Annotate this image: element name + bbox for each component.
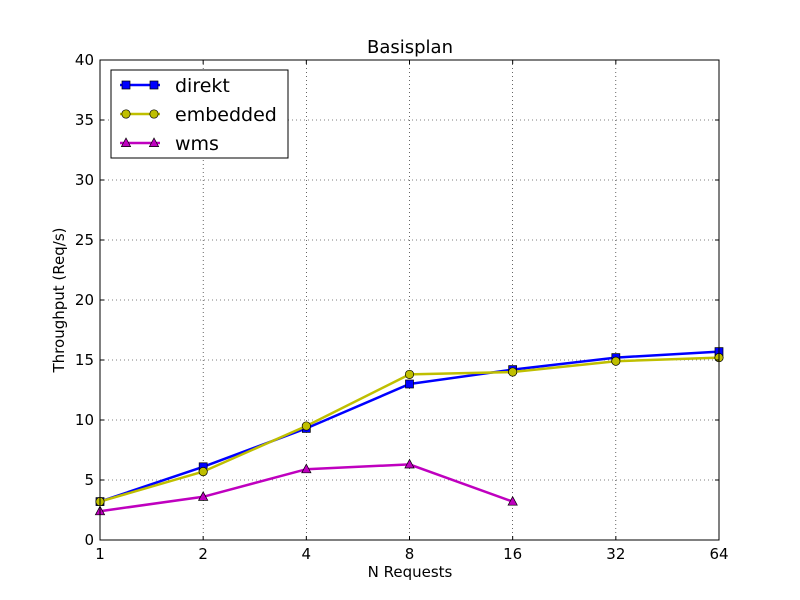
x-axis-label: N Requests	[368, 563, 453, 581]
data-point-embedded	[301, 421, 311, 431]
legend-label: direkt	[175, 75, 230, 97]
legend-entry-direkt: direkt	[120, 75, 230, 97]
legend-marker	[121, 80, 131, 90]
y-tick-label: 10	[75, 411, 94, 429]
data-point-wms	[197, 491, 209, 501]
legend-entry-wms: wms	[120, 133, 219, 155]
data-point-embedded	[404, 369, 415, 379]
x-tick-label: 16	[503, 545, 522, 563]
x-tick-label: 4	[302, 545, 312, 563]
x-tick-label: 1	[95, 545, 105, 563]
data-point-embedded	[508, 367, 518, 377]
y-axis-label: Throughput (Req/s)	[50, 228, 68, 374]
y-tick-label: 15	[75, 351, 94, 369]
chart-title: Basisplan	[367, 37, 453, 58]
data-point-wms	[507, 495, 518, 506]
data-point-direkt	[405, 379, 414, 389]
axis-ticks: 1 2 4 8 16 32 64 0 5 10 15 20 25 30 35 40	[75, 51, 729, 563]
y-tick-label: 0	[84, 531, 94, 549]
legend-marker	[121, 109, 131, 119]
legend-marker	[149, 80, 159, 90]
series-group	[94, 347, 724, 516]
data-point-embedded	[611, 356, 621, 366]
y-tick-label: 20	[75, 291, 94, 309]
x-tick-label: 8	[405, 545, 415, 563]
legend-marker	[148, 137, 160, 147]
y-tick-label: 30	[75, 171, 94, 189]
series-wms	[94, 458, 518, 516]
legend-entry-embedded: embedded	[120, 104, 277, 126]
legend-label: embedded	[175, 104, 277, 126]
y-tick-label: 35	[75, 111, 94, 129]
legend-marker	[149, 109, 159, 119]
x-tick-label: 64	[709, 545, 728, 563]
y-tick-label: 25	[75, 231, 94, 249]
x-tick-label: 2	[198, 545, 208, 563]
y-tick-label: 5	[84, 471, 94, 489]
data-point-wms	[404, 458, 415, 469]
x-tick-label: 32	[606, 545, 625, 563]
data-point-wms	[301, 463, 312, 474]
legend-marker	[120, 137, 132, 147]
legend-label: wms	[175, 133, 219, 155]
legend: direkt embedded wms	[110, 69, 289, 159]
data-point-embedded	[198, 467, 208, 477]
y-tick-label: 40	[75, 51, 94, 69]
